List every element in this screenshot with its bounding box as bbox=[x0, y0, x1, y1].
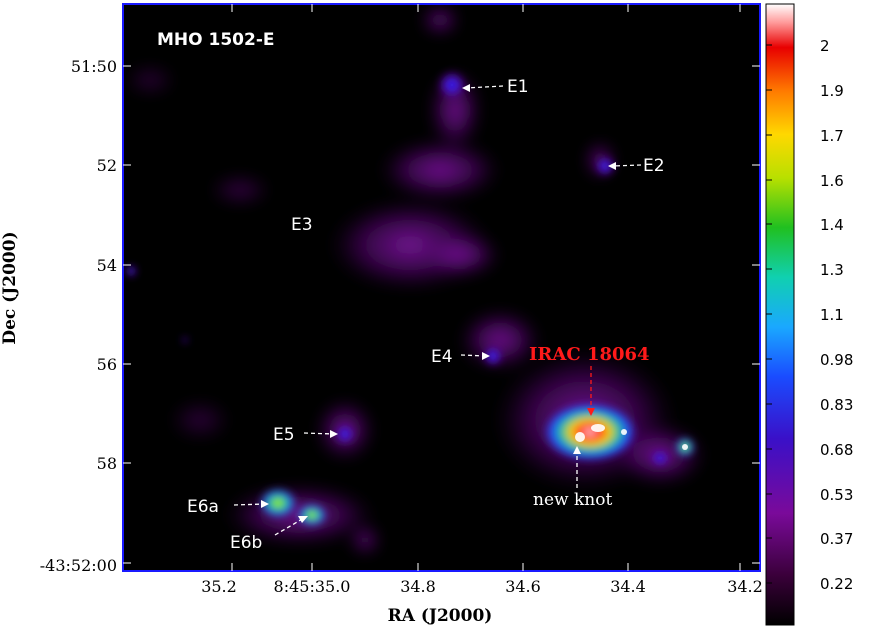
colorbar-tick-label: 0.37 bbox=[820, 530, 853, 548]
knot-label-e6a: E6a bbox=[187, 497, 219, 517]
colorbar-tick-label: 1.7 bbox=[820, 127, 844, 145]
colorbar-ticks bbox=[766, 44, 772, 584]
y-tick-label: 52 bbox=[97, 156, 117, 175]
annotation-arrows bbox=[233, 85, 642, 536]
arrow-heads bbox=[261, 84, 616, 523]
emission-map bbox=[125, 6, 705, 554]
x-tick-label: 8:45:35.0 bbox=[274, 577, 351, 596]
colorbar-tick-label: 1.9 bbox=[820, 82, 844, 100]
y-tick-label: 54 bbox=[97, 256, 117, 275]
colorbar-tick-label: 2 bbox=[820, 37, 830, 55]
colorbar-tick-label: 0.68 bbox=[820, 441, 853, 459]
image-title: MHO 1502-E bbox=[157, 30, 275, 50]
y-tick-label: -43:52:00 bbox=[40, 556, 117, 575]
knot-label-e6b: E6b bbox=[230, 533, 262, 553]
knot-label-e2: E2 bbox=[643, 156, 665, 176]
colorbar-tick-label: 0.22 bbox=[820, 575, 853, 593]
x-tick-label: 34.6 bbox=[505, 577, 541, 596]
y-tick-label: 51:50 bbox=[71, 57, 117, 76]
tick-marks bbox=[123, 4, 760, 571]
colorbar-tick-label: 0.98 bbox=[820, 351, 853, 369]
colorbar-tick-label: 1.3 bbox=[820, 261, 844, 279]
y-tick-label: 58 bbox=[97, 454, 117, 473]
x-tick-label: 35.2 bbox=[201, 577, 237, 596]
colorbar-tick-labels: 2 1.9 1.7 1.6 1.4 1.3 1.1 0.98 0.83 0.68… bbox=[820, 37, 853, 593]
y-axis-label: Dec (J2000) bbox=[0, 231, 20, 344]
plot-frame bbox=[122, 3, 761, 572]
new-knot-label: new knot bbox=[533, 490, 612, 510]
source-arrow-head bbox=[587, 408, 595, 416]
knot-label-e5: E5 bbox=[273, 425, 295, 445]
colorbar-tick-label: 1.4 bbox=[820, 216, 844, 234]
x-tick-label: 34.8 bbox=[400, 577, 436, 596]
colorbar-tick-label: 0.83 bbox=[820, 396, 853, 414]
y-tick-labels: 51:50 52 54 56 58 -43:52:00 bbox=[40, 57, 117, 575]
source-label: IRAC 18064 bbox=[529, 344, 650, 365]
knot-label-e4: E4 bbox=[431, 347, 453, 367]
knot-label-e3: E3 bbox=[291, 215, 313, 235]
x-tick-labels: 35.2 8:45:35.0 34.8 34.6 34.4 34.2 bbox=[201, 577, 763, 596]
y-tick-label: 56 bbox=[97, 355, 117, 374]
colorbar-tick-label: 0.53 bbox=[820, 486, 853, 504]
x-tick-label: 34.4 bbox=[610, 577, 646, 596]
colorbar-tick-label: 1.6 bbox=[820, 172, 844, 190]
colorbar-tick-label: 1.1 bbox=[820, 306, 844, 324]
knot-label-e1: E1 bbox=[507, 77, 529, 97]
x-tick-label: 34.2 bbox=[727, 577, 763, 596]
x-axis-label: RA (J2000) bbox=[388, 606, 493, 626]
